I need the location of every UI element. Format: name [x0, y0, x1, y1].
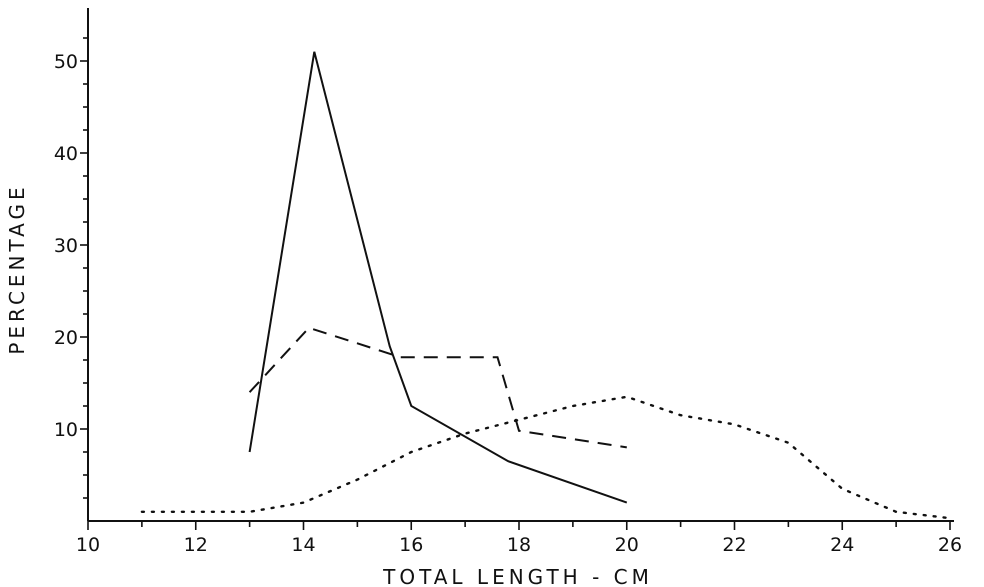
- y-axis: 10 20 30 40 50: [54, 8, 89, 521]
- series-line-solid: [248, 51, 628, 504]
- y-tick-label: 10: [54, 419, 78, 441]
- x-tick-label: 16: [399, 534, 423, 556]
- x-tick-label: 18: [507, 534, 531, 556]
- series-lines: [140, 51, 952, 520]
- y-tick-label: 40: [54, 143, 78, 165]
- x-axis: 10 12 14 16 18 20 22 24 26: [76, 520, 962, 556]
- x-tick-label: 10: [76, 534, 100, 556]
- y-axis-title: PERCENTAGE: [5, 183, 29, 354]
- y-tick-label: 30: [54, 235, 78, 257]
- series-line-dashed: [248, 326, 627, 449]
- x-tick-label: 22: [722, 534, 746, 556]
- x-tick-label: 26: [938, 534, 962, 556]
- y-tick-label: 20: [54, 327, 78, 349]
- y-tick-label: 50: [54, 51, 78, 73]
- x-tick-label: 20: [615, 534, 639, 556]
- x-tick-label: 12: [184, 534, 208, 556]
- x-tick-label: 24: [830, 534, 854, 556]
- x-tick-label: 14: [291, 534, 315, 556]
- series-line-dotted: [140, 395, 952, 520]
- x-axis-title: TOTAL LENGTH - CM: [382, 565, 653, 587]
